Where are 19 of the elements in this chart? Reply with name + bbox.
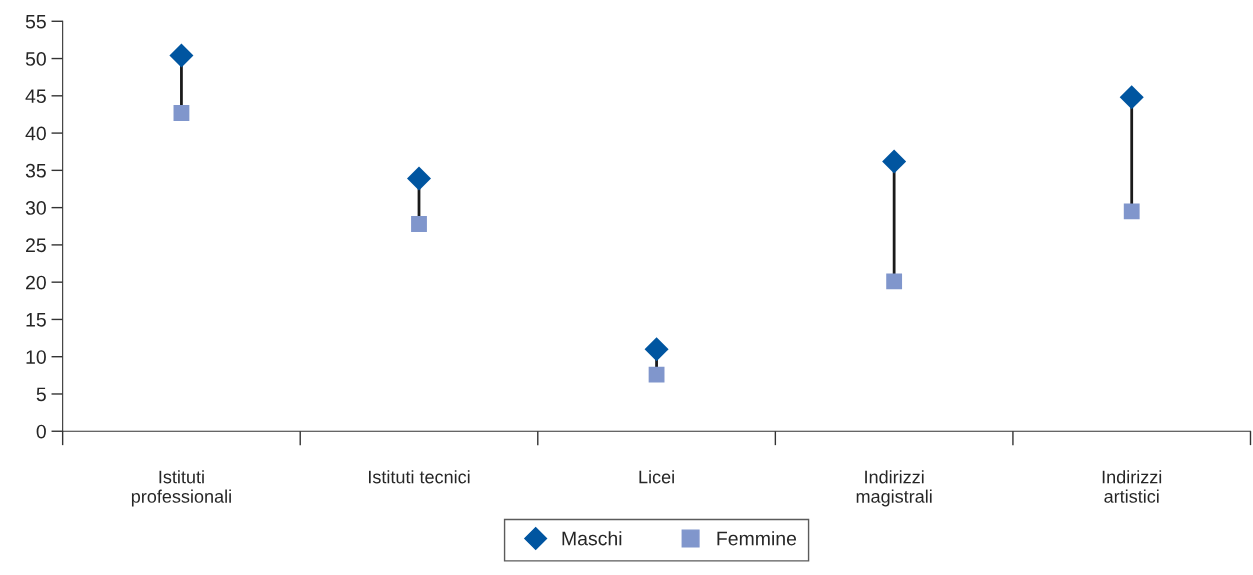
legend-label: Maschi (562, 531, 622, 546)
y-tick-label: 10 (26, 350, 46, 364)
y-tick-label: 30 (25, 201, 46, 215)
x-tick-label: Istituti tecnici (369, 470, 470, 484)
y-tick-label: 40 (25, 126, 46, 141)
legend-label: Femmine (717, 531, 797, 546)
y-tick-label: 15 (26, 313, 46, 327)
y-tick-label: 0 (36, 424, 46, 439)
y-tick-label: 55 (25, 14, 46, 29)
x-tick-label: Indirizzi artistici (1102, 470, 1162, 503)
y-tick-label: 25 (26, 238, 46, 253)
y-tick-label: 5 (36, 387, 46, 402)
y-tick-label: 35 (25, 163, 46, 178)
y-tick-label: 20 (26, 275, 46, 290)
y-tick-label: 45 (25, 89, 46, 104)
y-tick-label: 50 (25, 52, 46, 66)
x-tick-label: Licei (639, 470, 674, 484)
x-tick-label: Indirizzi magistrali (856, 470, 932, 507)
x-tick-label: Istituti professionali (131, 470, 231, 507)
